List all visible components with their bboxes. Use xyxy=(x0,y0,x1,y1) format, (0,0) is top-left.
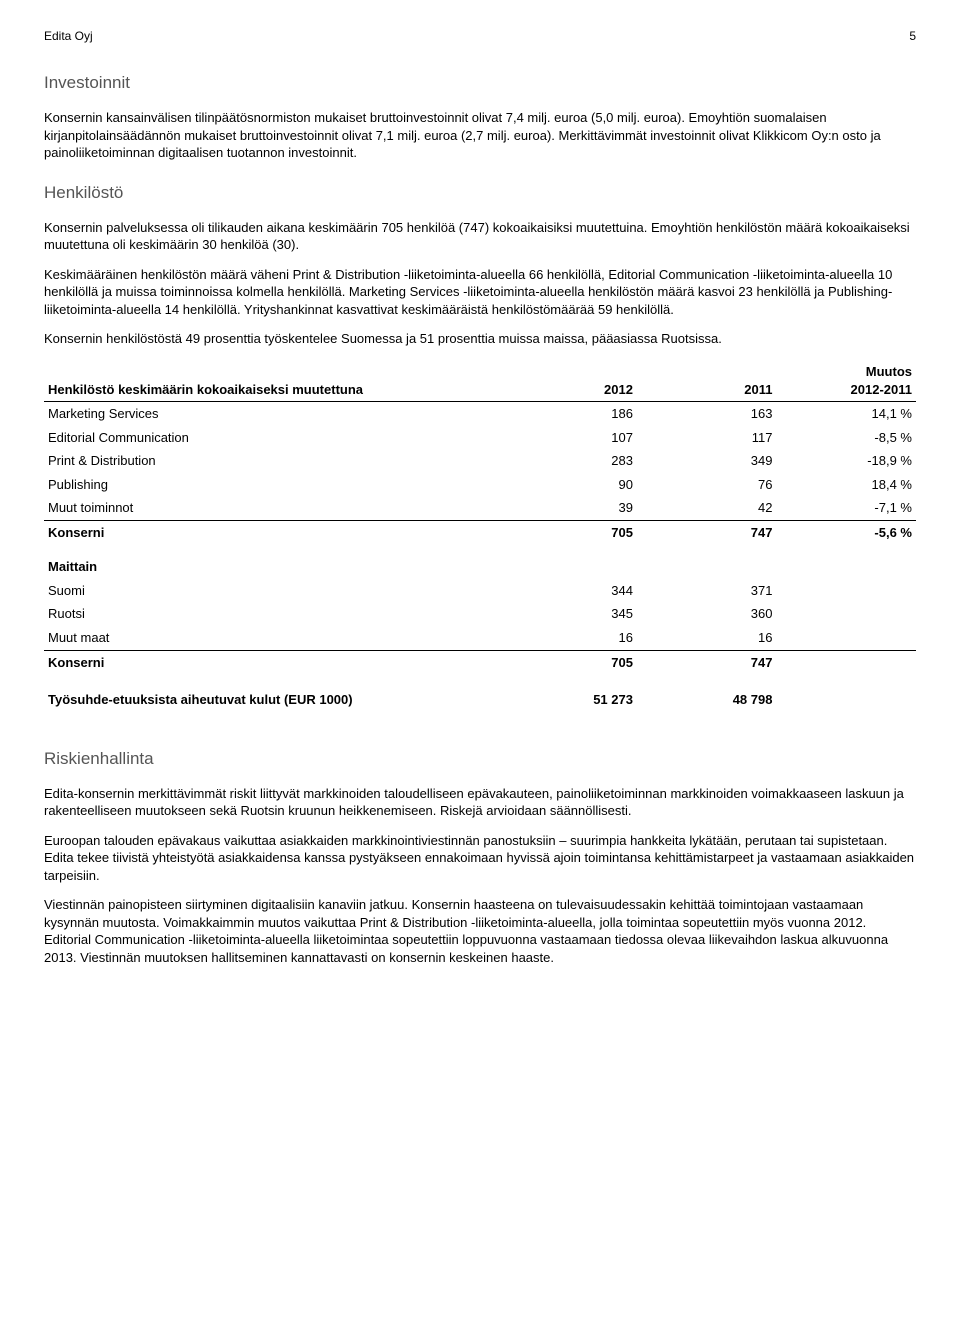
col-header-change: Muutos 2012-2011 xyxy=(776,360,916,402)
row-change: -7,1 % xyxy=(776,496,916,520)
row-2011: 163 xyxy=(637,402,777,426)
section-investments-title: Investoinnit xyxy=(44,72,916,95)
table-row: Editorial Communication107117-8,5 % xyxy=(44,426,916,450)
row-label: Muut toiminnot xyxy=(44,496,497,520)
table-total-row: Konserni 705 747 -5,6 % xyxy=(44,520,916,544)
row-change: 18,4 % xyxy=(776,473,916,497)
spacer-row xyxy=(44,674,916,688)
col-header-change-line1: Muutos xyxy=(866,364,912,379)
personnel-table: Henkilöstö keskimäärin kokoaikaiseksi mu… xyxy=(44,360,916,712)
row-2011: 117 xyxy=(637,426,777,450)
expense-2012: 51 273 xyxy=(497,688,637,712)
row-2012: 16 xyxy=(497,626,637,650)
row-2011: 360 xyxy=(637,602,777,626)
risk-paragraph-3: Viestinnän painopisteen siirtyminen digi… xyxy=(44,896,916,966)
country-total-row: Konserni 705 747 xyxy=(44,650,916,674)
row-change: -8,5 % xyxy=(776,426,916,450)
risk-paragraph-2: Euroopan talouden epävakaus vaikuttaa as… xyxy=(44,832,916,885)
row-2011: 16 xyxy=(637,626,777,650)
total-2012: 705 xyxy=(497,520,637,544)
row-2012: 344 xyxy=(497,579,637,603)
investments-paragraph: Konsernin kansainvälisen tilinpäätösnorm… xyxy=(44,109,916,162)
row-2012: 345 xyxy=(497,602,637,626)
table-row: Publishing907618,4 % xyxy=(44,473,916,497)
row-label: Publishing xyxy=(44,473,497,497)
table-row: Ruotsi345360 xyxy=(44,602,916,626)
col-header-label: Henkilöstö keskimäärin kokoaikaiseksi mu… xyxy=(44,360,497,402)
row-label: Editorial Communication xyxy=(44,426,497,450)
row-label: Suomi xyxy=(44,579,497,603)
row-2012: 186 xyxy=(497,402,637,426)
personnel-paragraph-1: Konsernin palveluksessa oli tilikauden a… xyxy=(44,219,916,254)
row-label: Muut maat xyxy=(44,626,497,650)
total-label: Konserni xyxy=(44,520,497,544)
row-2011: 371 xyxy=(637,579,777,603)
personnel-paragraph-3: Konsernin henkilöstöstä 49 prosenttia ty… xyxy=(44,330,916,348)
row-change: -18,9 % xyxy=(776,449,916,473)
table-header-row: Henkilöstö keskimäärin kokoaikaiseksi mu… xyxy=(44,360,916,402)
row-label: Ruotsi xyxy=(44,602,497,626)
total-2011: 747 xyxy=(637,520,777,544)
risk-paragraph-1: Edita-konsernin merkittävimmät riskit li… xyxy=(44,785,916,820)
row-label: Marketing Services xyxy=(44,402,497,426)
expense-label: Työsuhde-etuuksista aiheutuvat kulut (EU… xyxy=(44,688,497,712)
country-section-head: Maittain xyxy=(44,544,916,579)
row-2012: 107 xyxy=(497,426,637,450)
col-header-change-line2: 2012-2011 xyxy=(851,382,912,397)
section-personnel-title: Henkilöstö xyxy=(44,182,916,205)
row-2011: 76 xyxy=(637,473,777,497)
table-row: Marketing Services18616314,1 % xyxy=(44,402,916,426)
section-risk-title: Riskienhallinta xyxy=(44,748,916,771)
table-row: Muut maat1616 xyxy=(44,626,916,650)
table-row: Print & Distribution283349-18,9 % xyxy=(44,449,916,473)
expense-row: Työsuhde-etuuksista aiheutuvat kulut (EU… xyxy=(44,688,916,712)
expense-2011: 48 798 xyxy=(637,688,777,712)
row-2011: 42 xyxy=(637,496,777,520)
col-header-2012: 2012 xyxy=(497,360,637,402)
col-header-2011: 2011 xyxy=(637,360,777,402)
row-label: Print & Distribution xyxy=(44,449,497,473)
total-change: -5,6 % xyxy=(776,520,916,544)
table-row: Suomi344371 xyxy=(44,579,916,603)
company-name: Edita Oyj xyxy=(44,28,93,44)
personnel-paragraph-2: Keskimääräinen henkilöstön määrä väheni … xyxy=(44,266,916,319)
country-total-label: Konserni xyxy=(44,650,497,674)
table-row: Muut toiminnot3942-7,1 % xyxy=(44,496,916,520)
country-total-2011: 747 xyxy=(637,650,777,674)
row-2011: 349 xyxy=(637,449,777,473)
row-2012: 39 xyxy=(497,496,637,520)
row-change: 14,1 % xyxy=(776,402,916,426)
page-number: 5 xyxy=(909,28,916,44)
row-2012: 283 xyxy=(497,449,637,473)
country-total-2012: 705 xyxy=(497,650,637,674)
row-2012: 90 xyxy=(497,473,637,497)
country-head-label: Maittain xyxy=(44,544,497,579)
page-header: Edita Oyj 5 xyxy=(44,28,916,44)
